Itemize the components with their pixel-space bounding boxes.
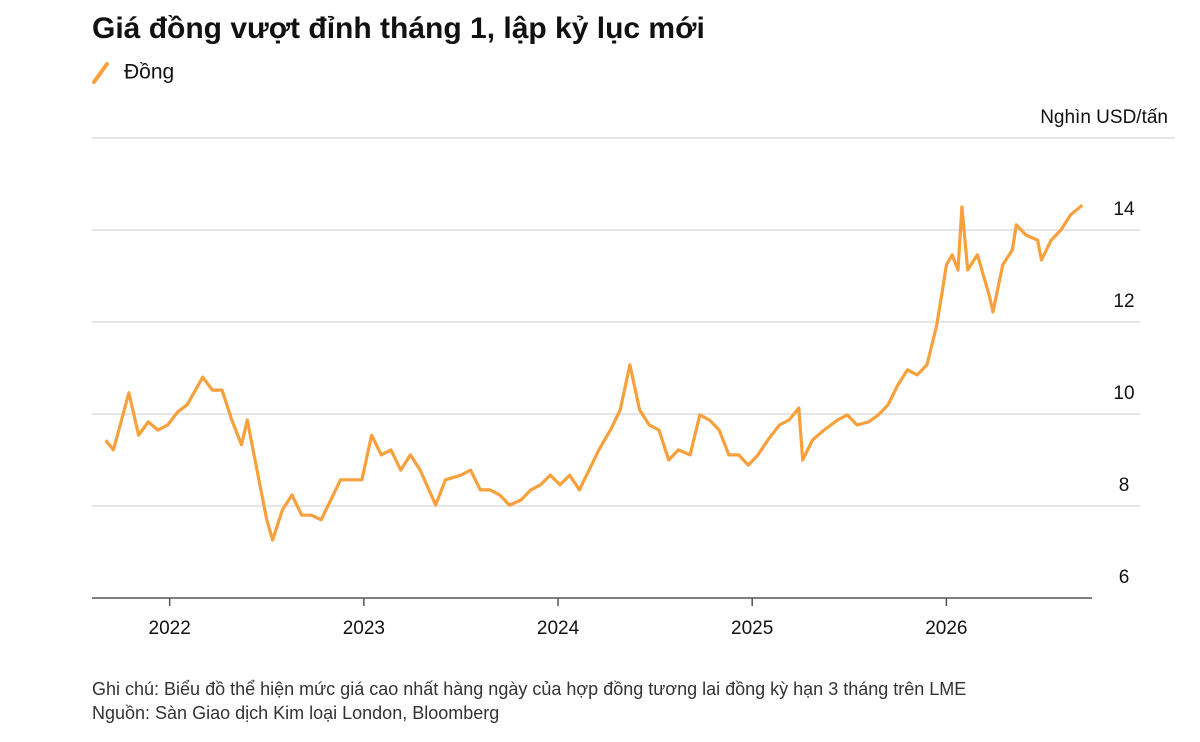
y-tick-label: 6	[1119, 567, 1130, 588]
y-tick-label: 14	[1113, 199, 1135, 220]
chart-title: Giá đồng vượt đỉnh tháng 1, lập kỷ lục m…	[92, 12, 705, 45]
legend-swatch	[92, 62, 109, 84]
legend-label: Đồng	[124, 61, 174, 84]
y-axis-label: Nghìn USD/tấn	[1040, 107, 1168, 128]
y-tick-label: 10	[1113, 383, 1134, 404]
x-tick-label: 2023	[343, 618, 385, 639]
y-tick-label: 8	[1119, 475, 1130, 496]
note: Nguồn: Sàn Giao dịch Kim loại London, Bl…	[92, 703, 499, 723]
x-tick-label: 2026	[925, 618, 967, 639]
y-tick-label: 12	[1113, 291, 1134, 312]
x-tick-label: 2022	[149, 618, 191, 639]
x-tick-label: 2025	[731, 618, 773, 639]
note: Ghi chú: Biểu đồ thể hiện mức giá cao nh…	[92, 679, 966, 699]
series-line	[104, 203, 1084, 542]
x-tick-label: 2024	[537, 618, 580, 639]
